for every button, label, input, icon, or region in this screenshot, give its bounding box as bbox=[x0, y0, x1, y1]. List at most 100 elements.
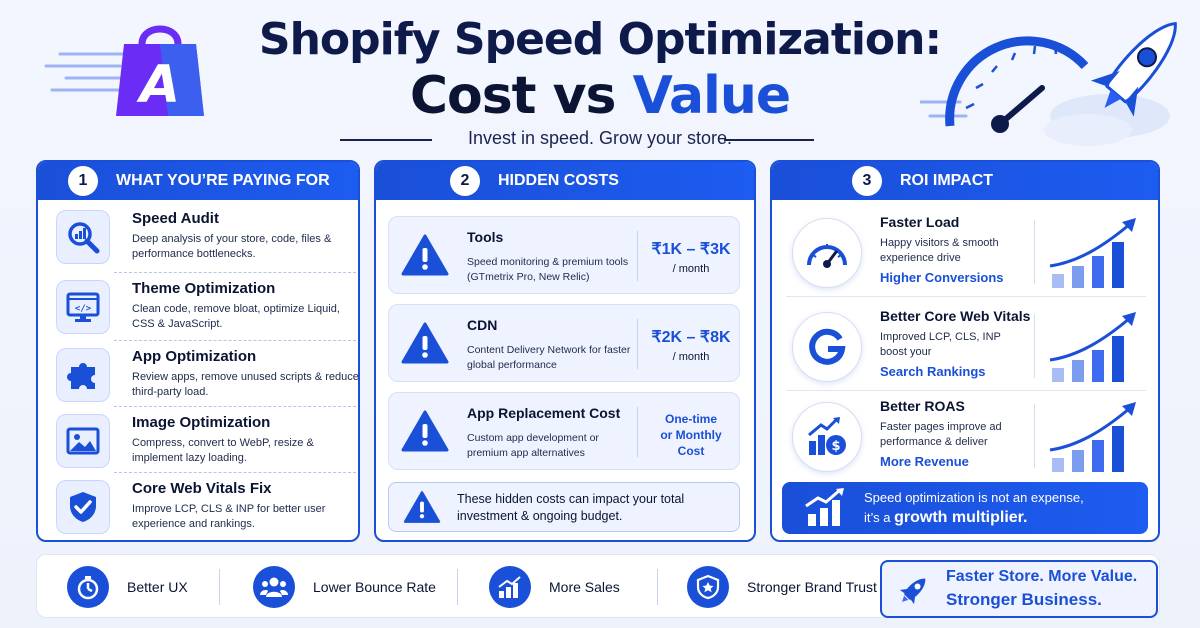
panel3-number: 3 bbox=[852, 166, 882, 196]
cost-value: One-time or Monthly Cost bbox=[641, 411, 741, 459]
divider bbox=[114, 406, 358, 407]
roi-title: Better Core Web Vitals bbox=[880, 308, 1031, 324]
item-desc: Clean code, remove bloat, optimize Liqui… bbox=[132, 303, 340, 330]
benefit-label: Lower Bounce Rate bbox=[313, 579, 436, 595]
item-title: Image Optimization bbox=[132, 414, 271, 431]
note-text: These hidden costs can impact your total… bbox=[457, 492, 685, 523]
google-icon bbox=[792, 312, 862, 382]
divider bbox=[786, 390, 1146, 391]
list-item: App Optimization Review apps, remove unu… bbox=[56, 348, 358, 414]
divider bbox=[1034, 314, 1035, 378]
divider bbox=[786, 296, 1146, 297]
panel2-header: 2 HIDDEN COSTS bbox=[376, 162, 754, 200]
stopwatch-icon bbox=[67, 566, 109, 608]
benefit-label: Better UX bbox=[127, 579, 188, 595]
final-tagline-line2: Stronger Business. bbox=[946, 590, 1102, 609]
benefit-item: Lower Bounce Rate bbox=[253, 565, 436, 609]
puzzle-icon bbox=[56, 348, 110, 402]
cost-card-tools: Tools Speed monitoring & premium tools (… bbox=[388, 216, 740, 294]
cost-line3: Cost bbox=[677, 444, 705, 458]
divider bbox=[114, 272, 358, 273]
banner-line2-emphasis: growth multiplier. bbox=[894, 509, 1028, 526]
cost-line2: or Monthly bbox=[660, 428, 722, 442]
divider bbox=[1034, 404, 1035, 468]
cost-card-app-replacement: App Replacement Cost Custom app developm… bbox=[388, 392, 740, 470]
subtitle-rule-left bbox=[340, 139, 432, 141]
divider bbox=[637, 319, 638, 369]
divider bbox=[1034, 220, 1035, 284]
list-item: </> Theme Optimization Clean code, remov… bbox=[56, 280, 358, 346]
item-title: Speed Audit bbox=[132, 210, 219, 227]
shield-check-icon bbox=[56, 480, 110, 534]
list-item: Speed Audit Deep analysis of your store,… bbox=[56, 210, 358, 276]
panel-roi-impact: 3 ROI IMPACT Faster Load Happy visitors … bbox=[770, 160, 1160, 542]
cost-desc: Content Delivery Network for faster glob… bbox=[467, 344, 631, 371]
growth-bar-chart-icon bbox=[1049, 312, 1136, 382]
panel3-heading: ROI IMPACT bbox=[900, 172, 994, 189]
item-desc: Deep analysis of your store, code, files… bbox=[132, 233, 332, 260]
banner-line2-prefix: it’s a bbox=[864, 510, 895, 525]
magnifier-chart-icon bbox=[56, 210, 110, 264]
roi-title: Faster Load bbox=[880, 214, 960, 230]
item-title: App Optimization bbox=[132, 348, 257, 365]
panel2-heading: HIDDEN COSTS bbox=[498, 172, 619, 189]
rocket-icon bbox=[899, 578, 926, 605]
cost-card-cdn: CDN Content Delivery Network for faster … bbox=[388, 304, 740, 382]
divider bbox=[657, 569, 658, 605]
benefit-label: More Sales bbox=[549, 579, 620, 595]
item-title: Theme Optimization bbox=[132, 280, 276, 297]
roi-desc: Improved LCP, CLS, INP boost your bbox=[880, 331, 1001, 358]
panel1-heading: WHAT YOU’RE PAYING FOR bbox=[116, 172, 330, 189]
cost-desc: Custom app development or premium app al… bbox=[467, 432, 599, 459]
divider bbox=[457, 569, 458, 605]
title-value: Value bbox=[632, 66, 792, 126]
svg-text:$: $ bbox=[831, 439, 840, 454]
list-item: Image Optimization Compress, convert to … bbox=[56, 414, 358, 480]
divider bbox=[114, 472, 358, 473]
final-tagline-line1: Faster Store. More Value. bbox=[946, 568, 1138, 585]
code-monitor-icon: </> bbox=[56, 280, 110, 334]
cost-unit: / month bbox=[672, 351, 710, 363]
cost-title: CDN bbox=[467, 317, 498, 333]
cost-line1: One-time bbox=[664, 412, 717, 426]
item-title: Core Web Vitals Fix bbox=[132, 480, 272, 497]
banner-line2: it’s a growth multiplier. bbox=[864, 509, 1027, 527]
roi-desc: Faster pages improve ad performance & de… bbox=[880, 421, 1002, 448]
benefit-item: More Sales bbox=[489, 565, 620, 609]
roi-title: Better ROAS bbox=[880, 398, 965, 414]
panel2-number: 2 bbox=[450, 166, 480, 196]
benefit-item: Stronger Brand Trust bbox=[687, 565, 877, 609]
roi-row-core-web-vitals: Better Core Web Vitals Improved LCP, CLS… bbox=[786, 302, 1146, 392]
roi-highlight: Search Rankings bbox=[880, 364, 986, 379]
speedometer-icon bbox=[792, 218, 862, 288]
roi-row-faster-load: Faster Load Happy visitors & smooth expe… bbox=[786, 208, 1146, 298]
banner-line1: Speed optimization is not an expense, bbox=[864, 490, 1084, 505]
roi-desc: Happy visitors & smooth experience drive bbox=[880, 237, 999, 264]
sales-chart-icon bbox=[489, 566, 531, 608]
growth-chart-icon bbox=[805, 488, 844, 526]
cost-desc: Speed monitoring & premium tools (GTmetr… bbox=[467, 256, 629, 283]
cost-value: ₹2K – ₹8K bbox=[651, 329, 731, 346]
speedometer-rocket-illustration bbox=[920, 21, 1177, 146]
growth-bar-chart-icon bbox=[1049, 218, 1136, 288]
panel-what-youre-paying-for: 1 WHAT YOU’RE PAYING FOR Speed Audit Dee… bbox=[36, 160, 360, 542]
list-item: Core Web Vitals Fix Improve LCP, CLS & I… bbox=[56, 480, 358, 540]
roi-highlight: More Revenue bbox=[880, 454, 969, 469]
page-title-line1: Shopify Speed Optimization: bbox=[258, 14, 942, 65]
panel3-header: 3 ROI IMPACT bbox=[772, 162, 1158, 200]
subtitle-rule-right bbox=[724, 139, 814, 141]
svg-text:</>: </> bbox=[75, 304, 92, 314]
item-desc: Improve LCP, CLS & INP for better user e… bbox=[132, 503, 326, 530]
warning-icon bbox=[401, 410, 449, 452]
divider bbox=[637, 407, 638, 457]
shopping-bag-logo-icon: A bbox=[116, 25, 204, 116]
subtitle: Invest in speed. Grow your store. bbox=[467, 128, 733, 148]
growth-multiplier-banner: Speed optimization is not an expense, it… bbox=[782, 482, 1148, 534]
warning-icon bbox=[401, 234, 449, 276]
warning-icon bbox=[401, 322, 449, 364]
speed-lines-decoration bbox=[44, 52, 130, 92]
growth-bar-chart-icon bbox=[1049, 402, 1136, 472]
panel1-header: 1 WHAT YOU’RE PAYING FOR bbox=[38, 162, 358, 200]
benefit-label: Stronger Brand Trust bbox=[747, 579, 877, 595]
page-title-line2: Cost vs Value bbox=[0, 66, 1200, 126]
